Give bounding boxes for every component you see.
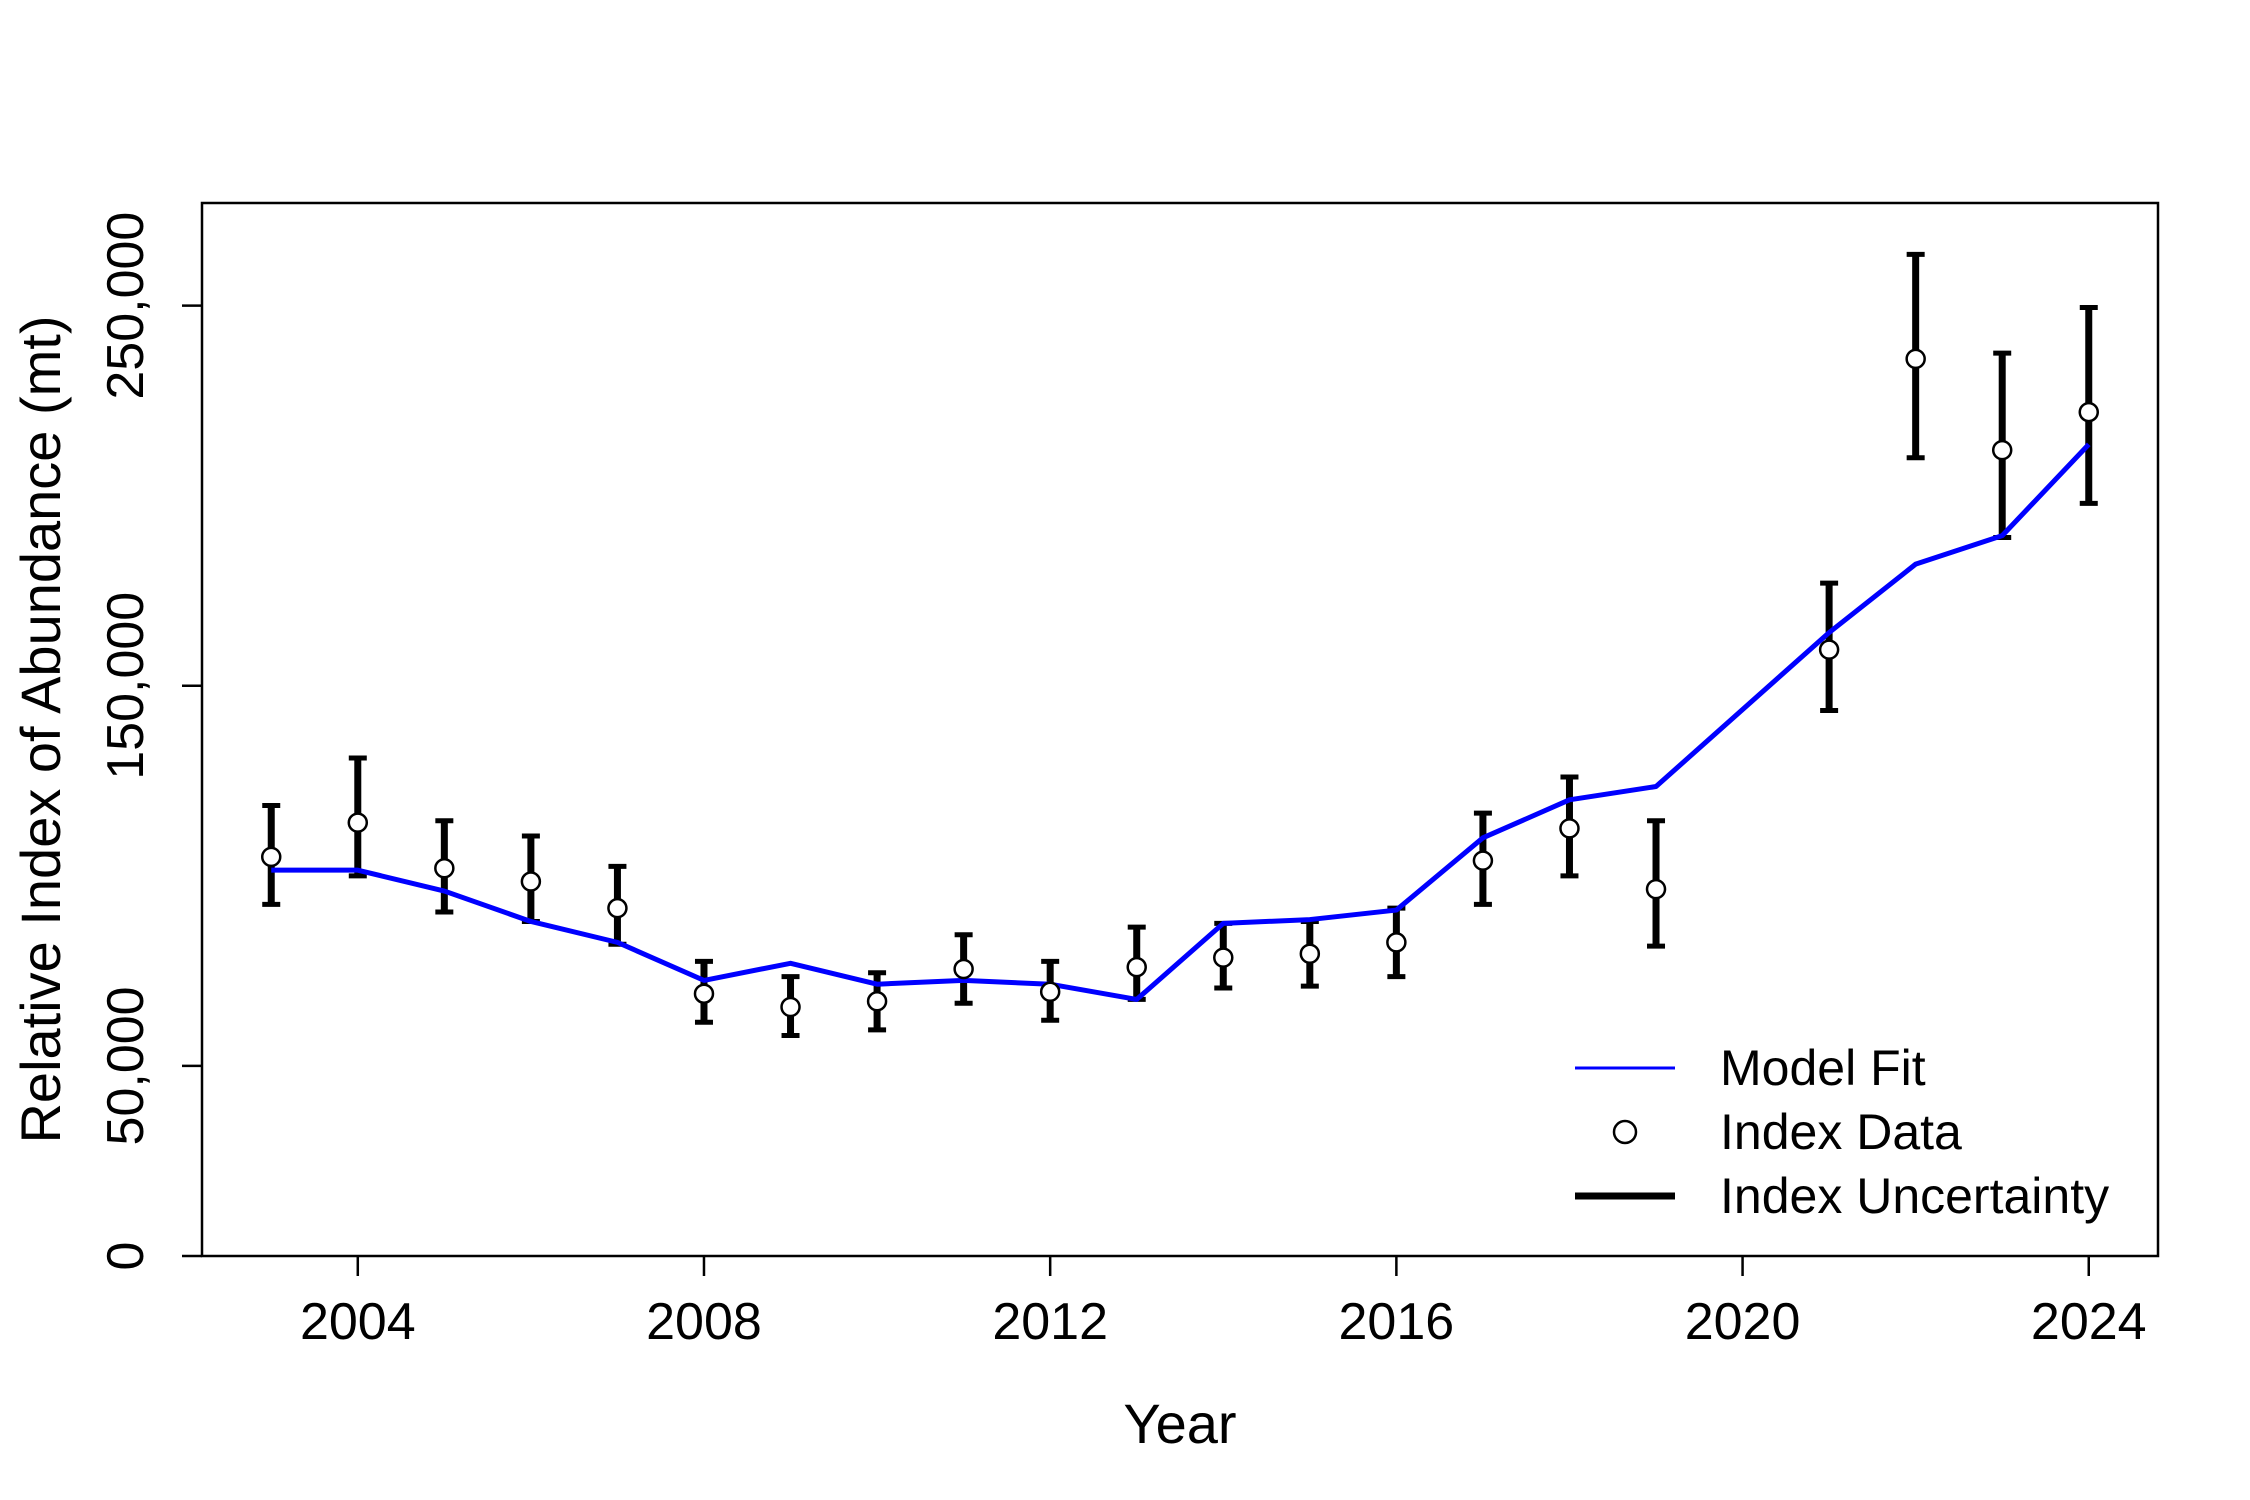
model-fit-line bbox=[271, 442, 2091, 1002]
index-data-point bbox=[1299, 943, 1321, 965]
index-data-point bbox=[953, 958, 974, 980]
index-data-point bbox=[434, 858, 455, 879]
y-axis: 0 50,000 150,000 250,000 bbox=[97, 212, 202, 1271]
index-data-point bbox=[1991, 439, 2013, 461]
y-tick-label: 250,000 bbox=[97, 212, 155, 400]
index-data-point bbox=[1386, 932, 1407, 953]
index-data-point bbox=[866, 991, 888, 1012]
x-tick-label: 2024 bbox=[2031, 1293, 2147, 1351]
x-tick-label: 2020 bbox=[1685, 1293, 1801, 1351]
legend-label: Model Fit bbox=[1720, 1040, 1926, 1096]
index-data-point bbox=[1818, 639, 1840, 660]
index-data-point bbox=[520, 871, 542, 892]
model-fit-series bbox=[271, 442, 2091, 1002]
legend-index-data-swatch bbox=[1612, 1119, 1638, 1145]
index-data-point bbox=[1559, 818, 1580, 839]
legend-item: Index Uncertainty bbox=[1575, 1168, 2109, 1224]
legend-item: Model Fit bbox=[1575, 1040, 1926, 1096]
legend: Model Fit Index Data Index Uncertainty bbox=[1575, 1040, 2109, 1224]
x-tick-label: 2004 bbox=[300, 1293, 416, 1351]
index-data-series bbox=[260, 348, 2100, 1018]
x-axis: 2004 2008 2012 2016 2020 2024 bbox=[300, 1256, 2147, 1351]
index-data-point bbox=[780, 996, 801, 1018]
index-data-point bbox=[607, 897, 628, 919]
index-data-point bbox=[1126, 956, 1147, 978]
y-axis-title: Relative Index of Abundance (mt) bbox=[9, 315, 72, 1143]
legend-label: Index Uncertainty bbox=[1720, 1168, 2109, 1224]
x-tick-label: 2016 bbox=[1339, 1293, 1455, 1351]
y-tick-label: 0 bbox=[97, 1242, 155, 1271]
y-tick-label: 50,000 bbox=[97, 986, 155, 1145]
index-data-point bbox=[1905, 348, 1926, 370]
index-data-point bbox=[260, 846, 282, 868]
index-data-point bbox=[347, 812, 369, 833]
index-data-point bbox=[1213, 947, 1234, 968]
x-tick-label: 2012 bbox=[992, 1293, 1108, 1351]
plot-area bbox=[200, 201, 2160, 1258]
x-tick-label: 2008 bbox=[646, 1293, 762, 1351]
index-data-point bbox=[1039, 981, 1061, 1003]
x-axis-title: Year bbox=[1123, 1392, 1236, 1455]
y-tick-label: 150,000 bbox=[97, 592, 155, 780]
plot-frame bbox=[200, 201, 2160, 1258]
legend-item: Index Data bbox=[1612, 1104, 1962, 1160]
index-data-point bbox=[693, 983, 715, 1004]
index-data-point bbox=[1645, 878, 1667, 900]
legend-label: Index Data bbox=[1720, 1104, 1962, 1160]
index-data-point bbox=[2078, 401, 2100, 423]
index-data-point bbox=[1472, 850, 1494, 871]
